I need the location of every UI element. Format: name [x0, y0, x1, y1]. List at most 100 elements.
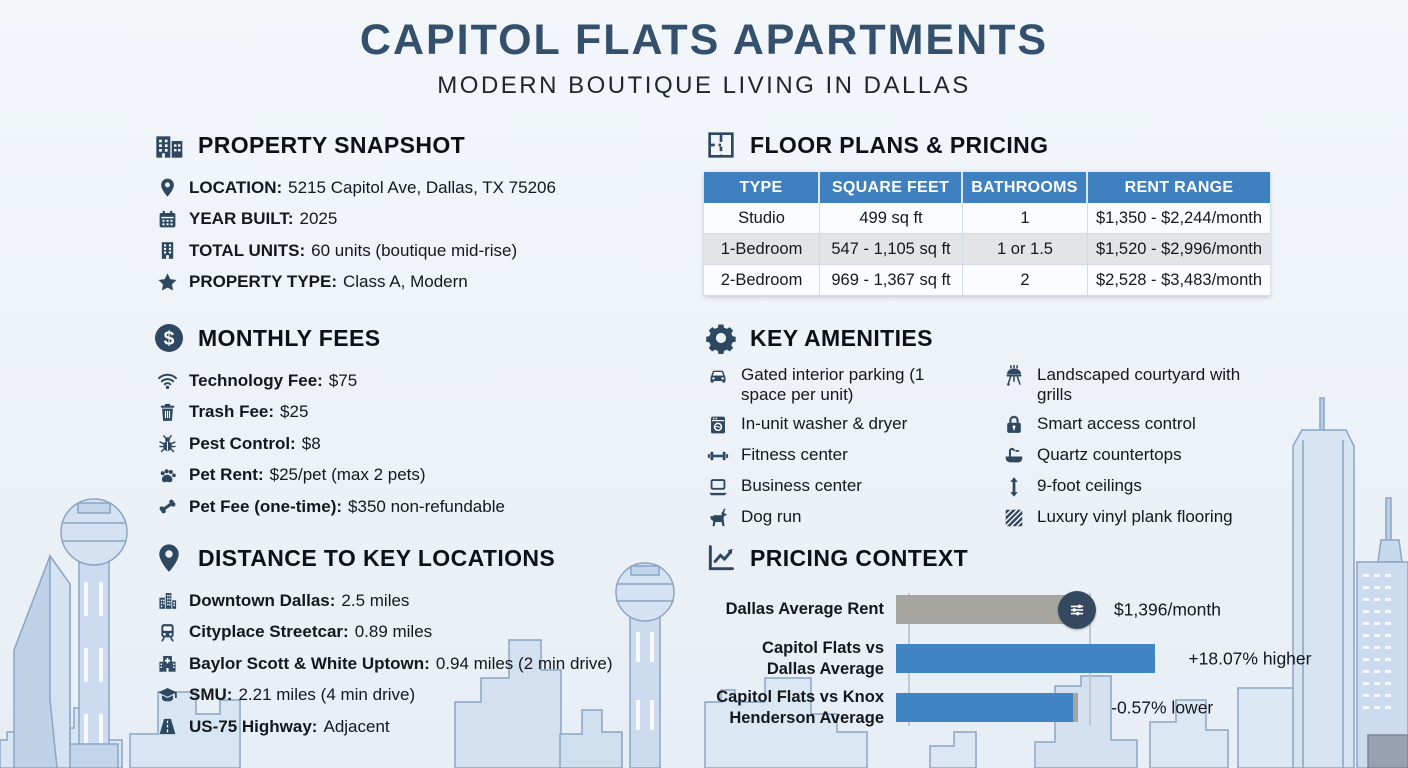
amenity-label: In-unit washer & dryer [741, 414, 908, 433]
train-icon [154, 621, 180, 643]
section-title: DISTANCE TO KEY LOCATIONS [198, 544, 556, 571]
sliders-icon [1058, 590, 1097, 629]
item-value: 60 units (boutique mid-rise) [311, 240, 518, 260]
amenity-label: Landscaped courtyard with grills [1037, 365, 1241, 404]
dog-icon [704, 507, 732, 529]
item-value: 2.5 miles [341, 590, 410, 610]
table-cell: 547 - 1,105 sq ft [820, 234, 963, 265]
item-label: SMU: [189, 685, 233, 705]
section-key-amenities: KEY AMENITIES Gated interior parking (1 … [704, 321, 1290, 538]
list-item: Dog run [704, 507, 994, 529]
item-value: Adjacent [323, 716, 390, 736]
list-item: Cityplace Streetcar: 0.89 miles [154, 617, 692, 649]
item-label: Pet Rent: [189, 465, 264, 485]
item-label: YEAR BUILT: [189, 209, 294, 229]
item-label: Pet Fee (one-time): [189, 496, 343, 516]
bug-icon [154, 433, 180, 455]
chart-row: Capitol Flats vs Knox Henderson Average … [704, 683, 1324, 732]
list-item: Smart access control [1000, 414, 1290, 436]
section-title: PRICING CONTEXT [750, 544, 969, 571]
gear-icon [704, 321, 738, 355]
item-value: $75 [328, 370, 358, 390]
list-item: Gated interior parking (1 space per unit… [704, 365, 994, 405]
section-property-snapshot: PROPERTY SNAPSHOT LOCATION: 5215 Capitol… [152, 128, 692, 298]
chart-row-label: Capitol Flats vs Dallas Average [762, 638, 884, 678]
item-label: LOCATION: [189, 177, 283, 197]
flooring-icon [1000, 507, 1028, 529]
page-title: CAPITOL FLATS APARTMENTS [359, 16, 1049, 64]
table-cell: Studio [704, 203, 820, 234]
list-item: Pet Rent: $25/pet (max 2 pets) [154, 460, 692, 492]
table-cell: 1 [963, 203, 1088, 234]
column-header-bathrooms: BATHROOMS [963, 172, 1088, 203]
list-item: SMU: 2.21 miles (4 min drive) [154, 680, 692, 712]
chart-value: $1,396/month [1113, 599, 1221, 619]
amenities-column-left: Gated interior parking (1 space per unit… [704, 365, 994, 538]
item-label: Technology Fee: [189, 370, 323, 390]
wifi-icon [154, 370, 180, 392]
list-item: LOCATION: 5215 Capitol Ave, Dallas, TX 7… [154, 172, 692, 204]
section-header: DISTANCE TO KEY LOCATIONS [152, 541, 692, 575]
lock-icon [1000, 414, 1028, 436]
pricing-comparison-chart: Dallas Average Rent $1,396/month Capitol… [704, 585, 1324, 732]
chart-bar [896, 595, 1068, 624]
chart-row-label: Dallas Average Rent [725, 600, 884, 619]
amenity-label: Smart access control [1037, 414, 1196, 433]
table-cell: $1,520 - $2,996/month [1088, 234, 1270, 265]
list-item: US-75 Highway: Adjacent [154, 711, 692, 743]
list-item: In-unit washer & dryer [704, 414, 994, 436]
item-label: Pest Control: [189, 433, 296, 453]
section-title: FLOOR PLANS & PRICING [750, 131, 1049, 158]
chart-bar-track: +18.07% higher [896, 644, 1311, 673]
graduation-cap-icon [154, 684, 180, 706]
bone-icon [154, 496, 180, 518]
chart-bar-track: $1,396/month [896, 590, 1221, 629]
section-title: MONTHLY FEES [198, 324, 381, 351]
buildings-icon [152, 128, 186, 162]
column-header-rent-range: RENT RANGE [1088, 172, 1270, 203]
hospital-icon [154, 653, 180, 675]
arrows-vertical-icon [1000, 476, 1028, 498]
list-item: 9-foot ceilings [1000, 476, 1290, 498]
list-item: Landscaped courtyard with grills [1000, 365, 1290, 405]
washer-icon [704, 414, 732, 436]
road-icon [154, 716, 180, 738]
chart-line-icon [704, 541, 738, 575]
page-subtitle: MODERN BOUTIQUE LIVING IN DALLAS [437, 72, 971, 99]
page-header: CAPITOL FLATS APARTMENTS MODERN BOUTIQUE… [0, 16, 1408, 100]
item-label: Trash Fee: [189, 402, 275, 422]
amenity-label: Dog run [741, 507, 802, 526]
section-title: KEY AMENITIES [750, 324, 933, 351]
amenities-column-right: Landscaped courtyard with grills Smart a… [1000, 365, 1290, 538]
list-item: Pest Control: $8 [154, 428, 692, 460]
car-icon [704, 365, 732, 387]
floor-plan-icon [704, 128, 738, 162]
grill-icon [1000, 365, 1028, 387]
item-label: Downtown Dallas: [189, 590, 336, 610]
table-row: 2-Bedroom 969 - 1,367 sq ft 2 $2,528 - $… [704, 265, 1270, 296]
calendar-icon [154, 208, 180, 230]
table-cell: 2-Bedroom [704, 265, 820, 296]
list-item: Pet Fee (one-time): $350 non-refundable [154, 491, 692, 523]
chart-value: -0.57% lower [1111, 697, 1214, 717]
item-value: $8 [301, 433, 321, 453]
item-value: $25 [280, 402, 309, 422]
list-item: Baylor Scott & White Uptown: 0.94 miles … [154, 648, 692, 680]
chart-row-label: Capitol Flats vs Knox Henderson Average [716, 687, 884, 727]
chart-bar-track: -0.57% lower [896, 693, 1213, 722]
dollar-circle-icon: $ [152, 321, 186, 355]
building-icon [154, 240, 180, 262]
list-item: Luxury vinyl plank flooring [1000, 507, 1290, 529]
sink-icon [1000, 445, 1028, 467]
table-row: Studio 499 sq ft 1 $1,350 - $2,244/month [704, 203, 1270, 234]
chart-row: Capitol Flats vs Dallas Average +18.07% … [704, 634, 1324, 683]
list-item: Technology Fee: $75 [154, 365, 692, 397]
section-header: KEY AMENITIES [704, 321, 1290, 355]
monthly-fees-list: Technology Fee: $75 Trash Fee: $25 Pest … [154, 365, 692, 523]
section-title: PROPERTY SNAPSHOT [198, 131, 466, 158]
amenity-label: Fitness center [741, 445, 848, 464]
table-cell: 2 [963, 265, 1088, 296]
chart-value: +18.07% higher [1188, 648, 1312, 668]
table-header-row: TYPE SQUARE FEET BATHROOMS RENT RANGE [704, 172, 1270, 203]
table-cell: 1-Bedroom [704, 234, 820, 265]
